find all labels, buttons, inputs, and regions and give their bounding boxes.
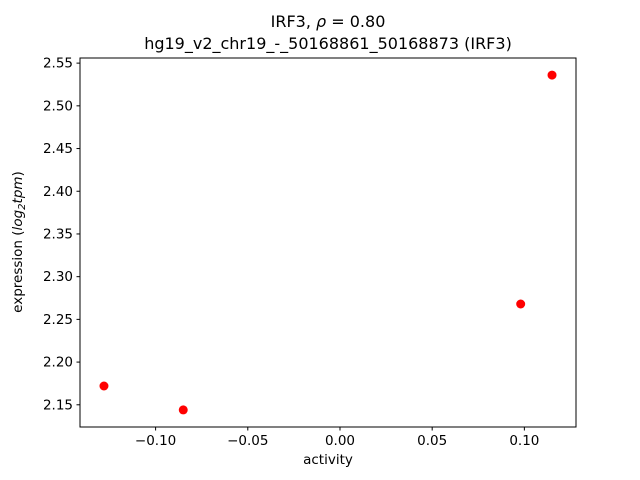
data-points xyxy=(99,70,557,415)
scatter-point xyxy=(516,299,526,309)
y-tick-label: 2.25 xyxy=(43,312,73,328)
y-tick-label: 2.50 xyxy=(43,98,73,114)
plot-area-border xyxy=(79,57,577,428)
y-tick-label: 2.45 xyxy=(43,141,73,157)
scatter-point xyxy=(99,381,109,391)
y-tick-label: 2.15 xyxy=(43,397,73,413)
scatter-point xyxy=(178,405,188,415)
y-tick-label: 2.20 xyxy=(43,355,73,371)
y-tick-label: 2.40 xyxy=(43,184,73,200)
y-tick-label: 2.35 xyxy=(43,226,73,242)
plot-title-line2: hg19_v2_chr19_-_50168861_50168873 (IRF3) xyxy=(144,34,512,54)
plot-title-line1: IRF3, ρ = 0.80 xyxy=(271,12,386,31)
x-tick-label: 0.05 xyxy=(417,433,447,449)
y-axis-label: expression (log2tpm) xyxy=(10,171,28,313)
x-tick-label: 0.10 xyxy=(509,433,539,449)
x-tick-label: −0.05 xyxy=(227,433,268,449)
x-tick-label: −0.10 xyxy=(135,433,176,449)
axis-ticks: −0.10 −0.05 0.00 0.05 0.10 2.15 2.20 2.25 2.30 2.… xyxy=(43,56,539,449)
scatter-point xyxy=(547,70,557,80)
y-tick-label: 2.30 xyxy=(43,269,73,285)
x-axis-label: activity xyxy=(303,452,353,468)
x-tick-label: 0.00 xyxy=(325,433,355,449)
y-tick-label: 2.55 xyxy=(43,56,73,72)
